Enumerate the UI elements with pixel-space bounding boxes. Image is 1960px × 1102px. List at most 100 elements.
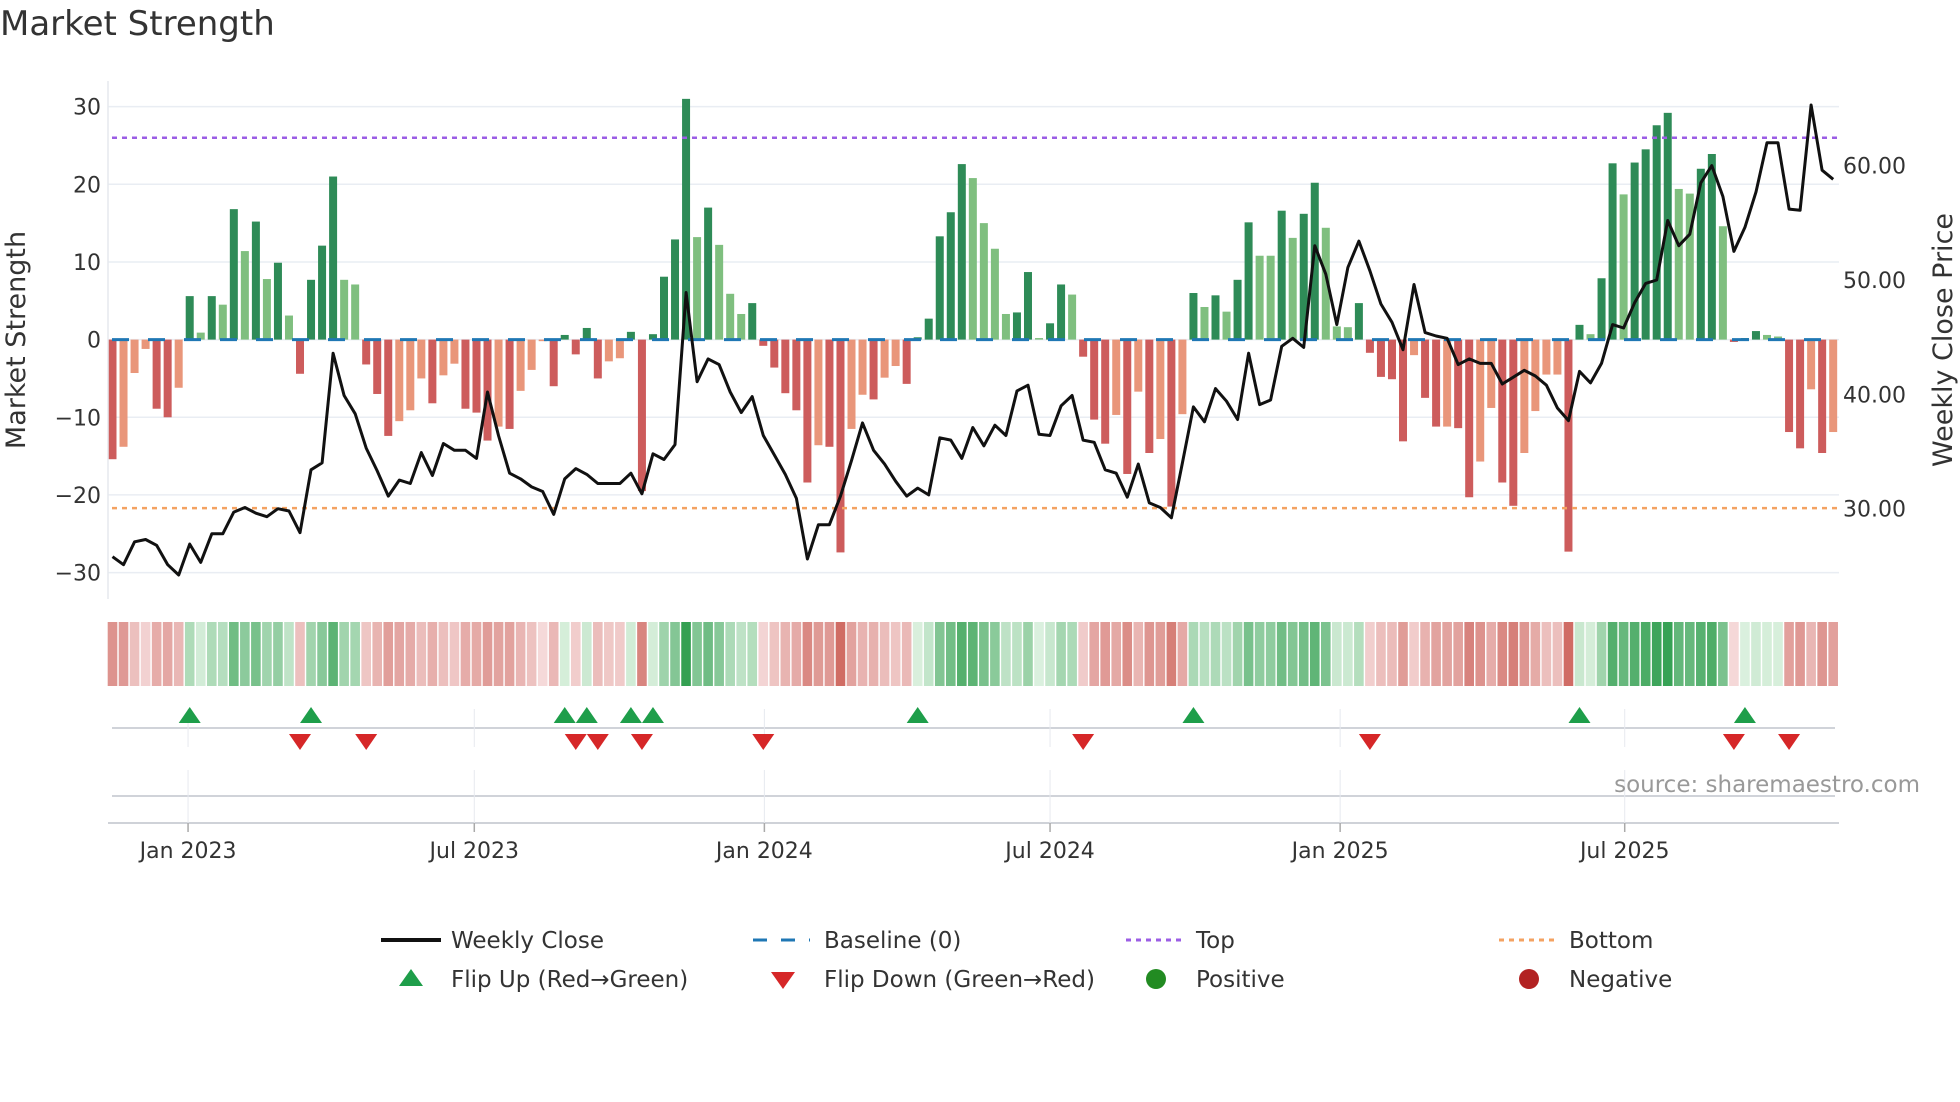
heatmap-cell [1354,622,1364,686]
y-axis-title: Market Strength [1,231,32,449]
heatmap-cell [1773,622,1783,686]
heatmap-cell [934,622,945,686]
flip-down-marker [289,734,312,750]
weekly-close-polyline [111,103,1835,577]
heatmap-cell [692,622,702,686]
heatmap-cell [1298,622,1309,686]
heatmap-cell [1365,622,1375,686]
strength-bar [273,262,282,340]
heatmap-cell [1574,622,1585,686]
heatmap-cell [449,622,460,686]
strength-bar [1244,222,1253,340]
heatmap-cell [383,622,394,686]
heatmap-cell [173,622,184,686]
y-tick-label: 0 [87,329,101,354]
heatmap-cell [1177,622,1188,686]
strength-bar [1586,334,1595,340]
strength-bar [1001,313,1010,340]
y-tick-label: −20 [55,484,101,509]
strength-bar [395,339,404,422]
flip-down-marker [355,734,378,750]
strength-bar [660,276,668,340]
heatmap-cell [295,622,305,686]
x-tick-label: Jan 2025 [1290,839,1389,864]
strength-bar [626,331,635,340]
flip-down-marker [752,734,775,750]
strength-bar [119,339,128,447]
strength-bar [1564,339,1573,552]
heatmap-cell [1111,622,1122,686]
heatmap-cell [482,622,493,686]
flip-down-marker [586,734,609,750]
heatmap-cell [626,622,636,686]
strength-bar [1277,210,1286,340]
legend-flip-down: Flip Down (Green→Red) [824,967,1095,993]
strength-bar [1498,339,1507,483]
strength-bar [439,339,448,376]
heatmap-cell [1618,622,1629,686]
heatmap-cell [813,622,824,686]
heatmap-cell [615,622,625,686]
strength-heatmap [107,622,1838,686]
heatmap-cell [427,622,438,686]
chart-title: Market Strength [0,4,275,44]
flip-up-marker [619,707,642,723]
heatmap-cell [151,622,162,686]
strength-bar [1200,306,1209,340]
strength-bar [1443,339,1452,427]
heatmap-cell [990,622,1000,686]
legend-flip-up-icon [399,969,423,986]
strength-bar [990,248,999,340]
flip-down-marker [1072,734,1095,750]
strength-bar [1542,339,1551,375]
strength-bar [373,339,382,394]
legend-flip-up: Flip Up (Red→Green) [451,967,688,993]
heatmap-cell [548,622,559,686]
x-tick-label: Jan 2023 [138,839,237,864]
weekly-close-line [111,103,1835,577]
heatmap-cell [273,622,283,686]
strength-bar [869,339,878,400]
y2-tick-label: 50.00 [1843,269,1906,294]
heatmap-cell [1541,622,1552,686]
heatmap-cell [747,622,758,686]
heatmap-cell [1817,622,1827,686]
heatmap-cell [206,622,217,686]
heatmap-cell [184,622,195,686]
strength-bar [1707,154,1716,340]
heatmap-cell [1343,622,1353,686]
strength-bar [858,339,867,395]
strength-bar [538,339,547,342]
x-tick-label: Jul 2025 [1578,839,1670,864]
heatmap-cell [1596,622,1607,686]
heatmap-cell [328,622,338,686]
strength-bar [1410,339,1419,356]
heatmap-cell [791,622,802,686]
strength-bar [1641,149,1650,340]
heatmap-cell [1056,622,1066,686]
strength-bar [935,236,944,340]
strength-bar [1178,339,1187,415]
heatmap-cell [1133,622,1144,686]
flip-up-marker [641,707,664,723]
strength-bar [1487,339,1496,408]
flip-up-marker [1182,707,1205,723]
strength-bar [1299,213,1308,340]
heatmap-cell [979,622,989,686]
strength-bar [1035,338,1044,340]
strength-bar [1012,312,1021,340]
strength-bar [1123,339,1132,474]
heatmap-cell [1607,622,1618,686]
strength-bar [593,339,602,379]
strength-bar [218,304,227,340]
strength-bar [891,339,900,367]
heatmap-cell [570,622,581,686]
heatmap-cell [1519,622,1530,686]
strength-bar [108,339,117,460]
heatmap-cell [1486,622,1497,686]
strength-bar [1763,334,1771,340]
heatmap-cell [1254,622,1265,686]
strength-bar [406,339,415,411]
strength-bar [307,279,316,340]
heatmap-cell [1453,622,1463,686]
